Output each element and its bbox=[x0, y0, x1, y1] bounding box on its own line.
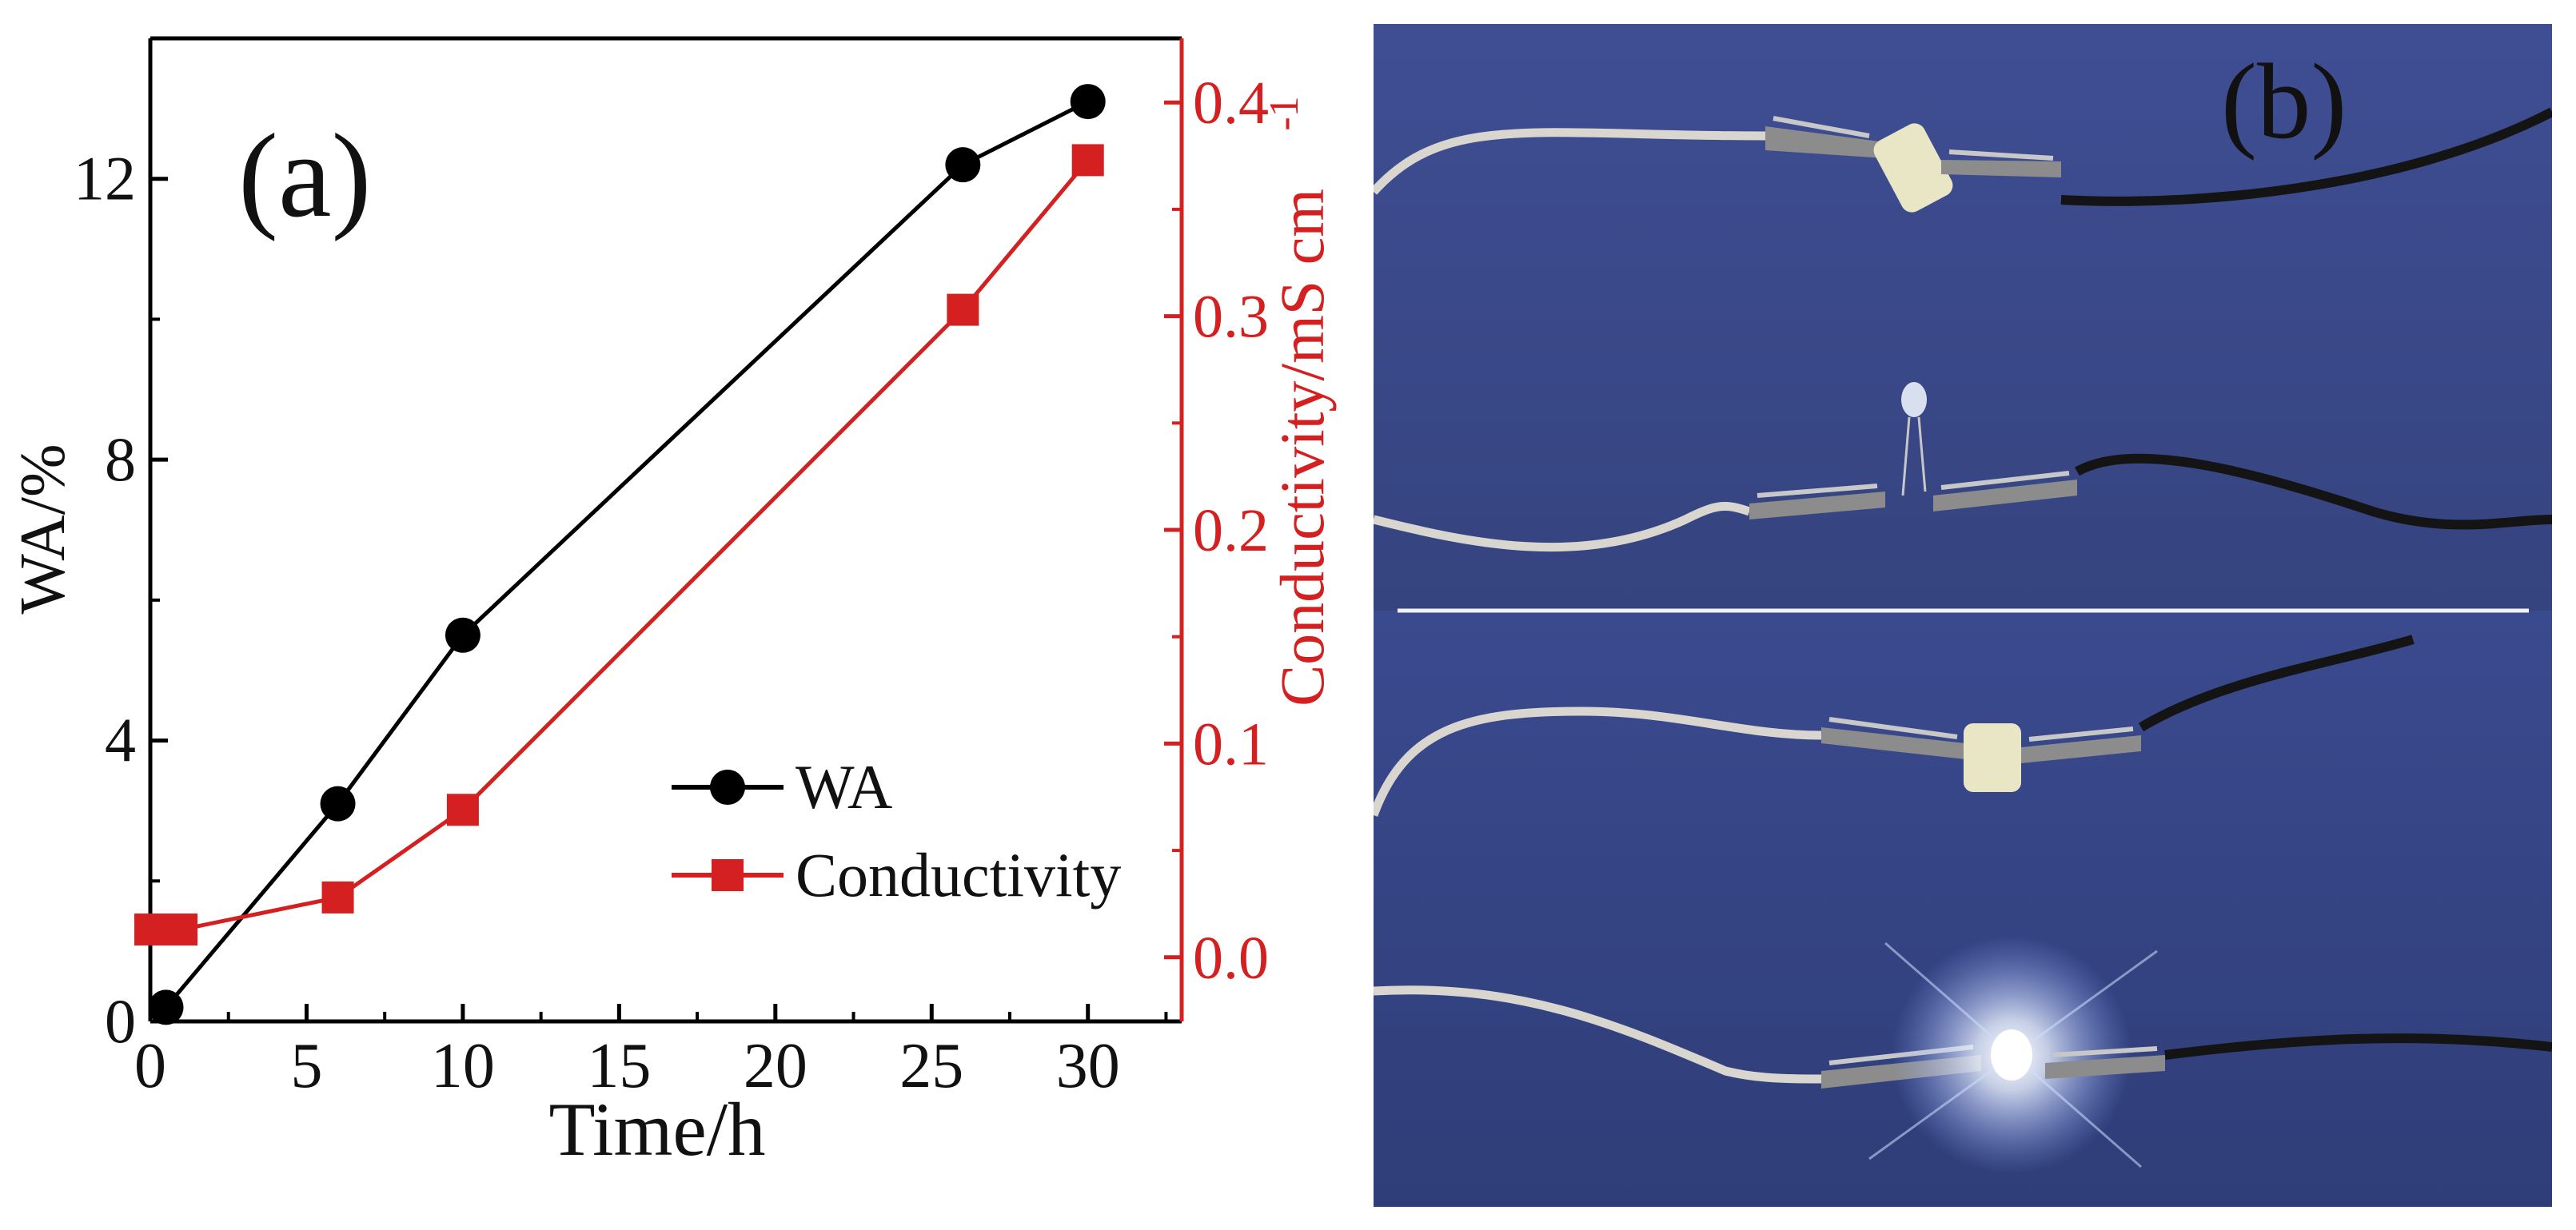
y-axis-left-title: WA/% bbox=[8, 444, 78, 614]
cable-icon bbox=[2138, 635, 2415, 732]
alligator-clip-icon bbox=[1749, 484, 1885, 519]
cable-icon bbox=[1374, 501, 1751, 552]
photo-illustration bbox=[1374, 107, 2552, 1207]
chart-axes: 0 5 10 15 20 25 30 0 4 8 12 0.0 0.1 0.2 0.3 0.4 bbox=[74, 36, 1269, 1101]
y-right-tick-label: 0.3 bbox=[1193, 284, 1269, 351]
alligator-clip-icon bbox=[2045, 1046, 2165, 1079]
photo-panel-b: (b) bbox=[1374, 24, 2552, 1207]
cable-icon bbox=[1374, 707, 1822, 817]
y-right-tick-label: 0.0 bbox=[1193, 925, 1269, 992]
x-tick-label: 20 bbox=[744, 1031, 807, 1101]
x-tick-label: 10 bbox=[431, 1031, 495, 1101]
legend-label-conductivity: Conductivity bbox=[796, 840, 1121, 910]
data-point-conductivity bbox=[446, 794, 479, 826]
chart-series-layer bbox=[134, 84, 1106, 1025]
cable-icon bbox=[2060, 107, 2552, 206]
y-right-tick-label: 0.1 bbox=[1193, 711, 1269, 778]
chart-legend: WA Conductivity bbox=[672, 752, 1121, 910]
hydrogel-cube-icon bbox=[1873, 123, 1953, 213]
alligator-clip-icon bbox=[1933, 471, 2077, 512]
data-point-conductivity bbox=[134, 914, 166, 946]
x-axis-title: Time/h bbox=[548, 1087, 765, 1172]
legend-label-wa: WA bbox=[796, 752, 892, 822]
y-left-tick-label: 4 bbox=[105, 706, 136, 775]
panel-b-label: (b) bbox=[2221, 42, 2347, 161]
data-point-wa bbox=[148, 989, 184, 1025]
data-point-wa bbox=[320, 786, 356, 822]
y-right-tick-label: 0.4 bbox=[1193, 70, 1269, 137]
panel-a-label: (a) bbox=[238, 109, 371, 242]
led-icon bbox=[1901, 382, 1927, 496]
data-point-wa bbox=[445, 617, 481, 653]
alligator-clip-icon bbox=[2021, 726, 2141, 763]
y-left-tick-label: 12 bbox=[74, 144, 136, 213]
x-tick-label: 5 bbox=[290, 1031, 322, 1101]
data-point-conductivity bbox=[321, 881, 354, 914]
y-axis-right-title: Conductivity/mS cm bbox=[1267, 189, 1337, 707]
cable-icon bbox=[2075, 453, 2552, 530]
x-tick-label: 30 bbox=[1056, 1031, 1120, 1101]
alligator-clip-icon bbox=[1941, 149, 2061, 177]
hydrogel-cube-icon bbox=[1964, 723, 2021, 792]
y-axis-right-title-superscript: -1 bbox=[1262, 96, 1307, 130]
alligator-clip-icon bbox=[1821, 717, 1965, 759]
data-point-conductivity bbox=[947, 293, 979, 326]
alligator-clip-icon bbox=[1765, 116, 1885, 158]
chart-a: 0 5 10 15 20 25 30 0 4 8 12 0.0 0.1 0.2 0.3 0.4 WA Condu… bbox=[8, 36, 1337, 1172]
data-point-conductivity bbox=[165, 914, 198, 946]
cable-icon bbox=[2164, 1033, 2552, 1060]
y-left-tick-label: 8 bbox=[105, 424, 136, 494]
data-point-wa bbox=[1070, 84, 1106, 120]
y-left-tick-label: 0 bbox=[105, 986, 136, 1056]
cable-icon bbox=[1374, 985, 1822, 1084]
x-tick-label: 25 bbox=[899, 1031, 963, 1101]
legend-marker-conductivity bbox=[712, 859, 744, 891]
y-right-tick-label: 0.2 bbox=[1193, 497, 1269, 564]
series-line-conductivity bbox=[150, 158, 1090, 932]
data-point-conductivity bbox=[1071, 144, 1104, 177]
x-tick-label: 0 bbox=[134, 1031, 166, 1101]
x-tick-label: 15 bbox=[587, 1031, 651, 1101]
led-icon bbox=[1868, 935, 2158, 1175]
legend-marker-wa bbox=[710, 770, 745, 805]
y-axis-right-title-group: Conductivity/mS cm -1 bbox=[1262, 96, 1337, 707]
cable-icon bbox=[1374, 128, 1766, 195]
data-point-wa bbox=[945, 147, 981, 183]
